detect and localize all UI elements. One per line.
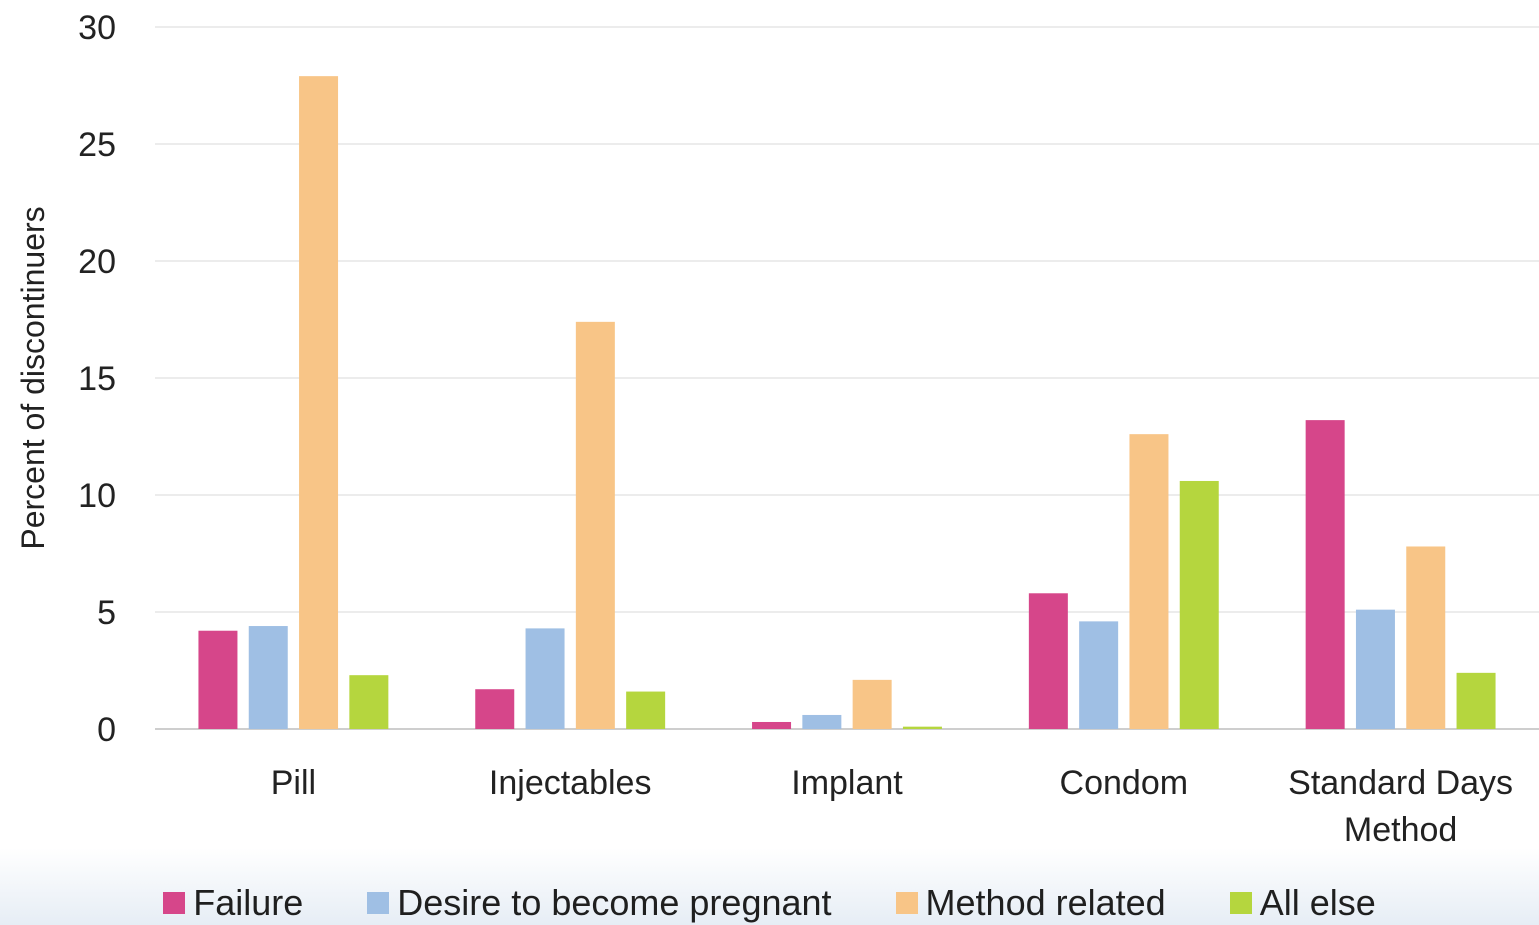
bar-standard-days-method-method-related <box>1406 546 1446 729</box>
legend-label-failure: Failure <box>193 881 304 923</box>
legend-swatch-desire-to-become-pregnant <box>367 891 390 914</box>
y-tick-label-25: 25 <box>78 126 116 164</box>
bar-implant-failure <box>752 721 792 729</box>
bar-injectables-all-else <box>626 691 666 729</box>
y-tick-label-20: 20 <box>78 243 116 281</box>
bar-implant-all-else <box>902 726 942 729</box>
x-tick-label-condom: Condom <box>1060 764 1189 802</box>
bar-pill-method-related <box>299 76 339 729</box>
bar-standard-days-method-failure <box>1305 420 1345 729</box>
y-tick-label-10: 10 <box>78 477 116 515</box>
x-tick-label-pill: Pill <box>271 764 316 802</box>
bar-implant-desire-to-become-pregnant <box>802 714 842 729</box>
y-tick-label-15: 15 <box>78 360 116 398</box>
bar-injectables-failure <box>475 689 515 729</box>
bar-pill-desire-to-become-pregnant <box>248 626 288 729</box>
bar-standard-days-method-all-else <box>1456 672 1496 729</box>
bar-condom-all-else <box>1179 480 1219 729</box>
bar-implant-method-related <box>852 679 892 729</box>
x-tick-label-implant: Implant <box>791 764 903 802</box>
x-tick-label-injectables: Injectables <box>489 764 652 802</box>
legend-item-failure: Failure <box>163 882 303 924</box>
legend-background-band <box>0 848 1539 925</box>
bar-pill-all-else <box>349 675 389 729</box>
x-tick-label-standard-days-method-line-1: Standard Days <box>1288 764 1513 802</box>
bar-standard-days-method-desire-to-become-pregnant <box>1355 609 1395 729</box>
legend-item-desire-to-become-pregnant: Desire to become pregnant <box>367 881 832 924</box>
bar-condom-desire-to-become-pregnant <box>1079 621 1119 729</box>
bar-condom-method-related <box>1129 434 1169 729</box>
legend-label-desire-to-become-pregnant: Desire to become pregnant <box>397 881 832 923</box>
bar-injectables-method-related <box>575 321 615 729</box>
grouped-bar-chart: 0 5 10 15 20 25 30 Percent of discontinuers Pill… <box>15 9 1539 849</box>
y-axis-label: Percent of discontinuers <box>15 206 51 549</box>
legend-item-method-related: Method related <box>895 881 1166 924</box>
bar-condom-failure <box>1028 593 1068 729</box>
bar-pill-failure <box>198 630 238 729</box>
x-tick-label-standard-days-method-line-2: Method <box>1344 811 1457 849</box>
legend-item-all-else: All else <box>1229 881 1376 924</box>
bar-injectables-desire-to-become-pregnant <box>525 628 565 729</box>
y-tick-label-0: 0 <box>97 711 116 749</box>
legend-label-all-else: All else <box>1259 881 1376 923</box>
legend-swatch-failure <box>163 891 186 914</box>
legend-swatch-all-else <box>1229 891 1252 914</box>
legend-swatch-method-related <box>895 891 918 914</box>
y-tick-label-30: 30 <box>78 9 116 47</box>
y-tick-label-5: 5 <box>97 594 116 632</box>
chart-legend: Failure Desire to become pregnant Method… <box>0 880 1539 925</box>
legend-label-method-related: Method related <box>925 881 1166 923</box>
